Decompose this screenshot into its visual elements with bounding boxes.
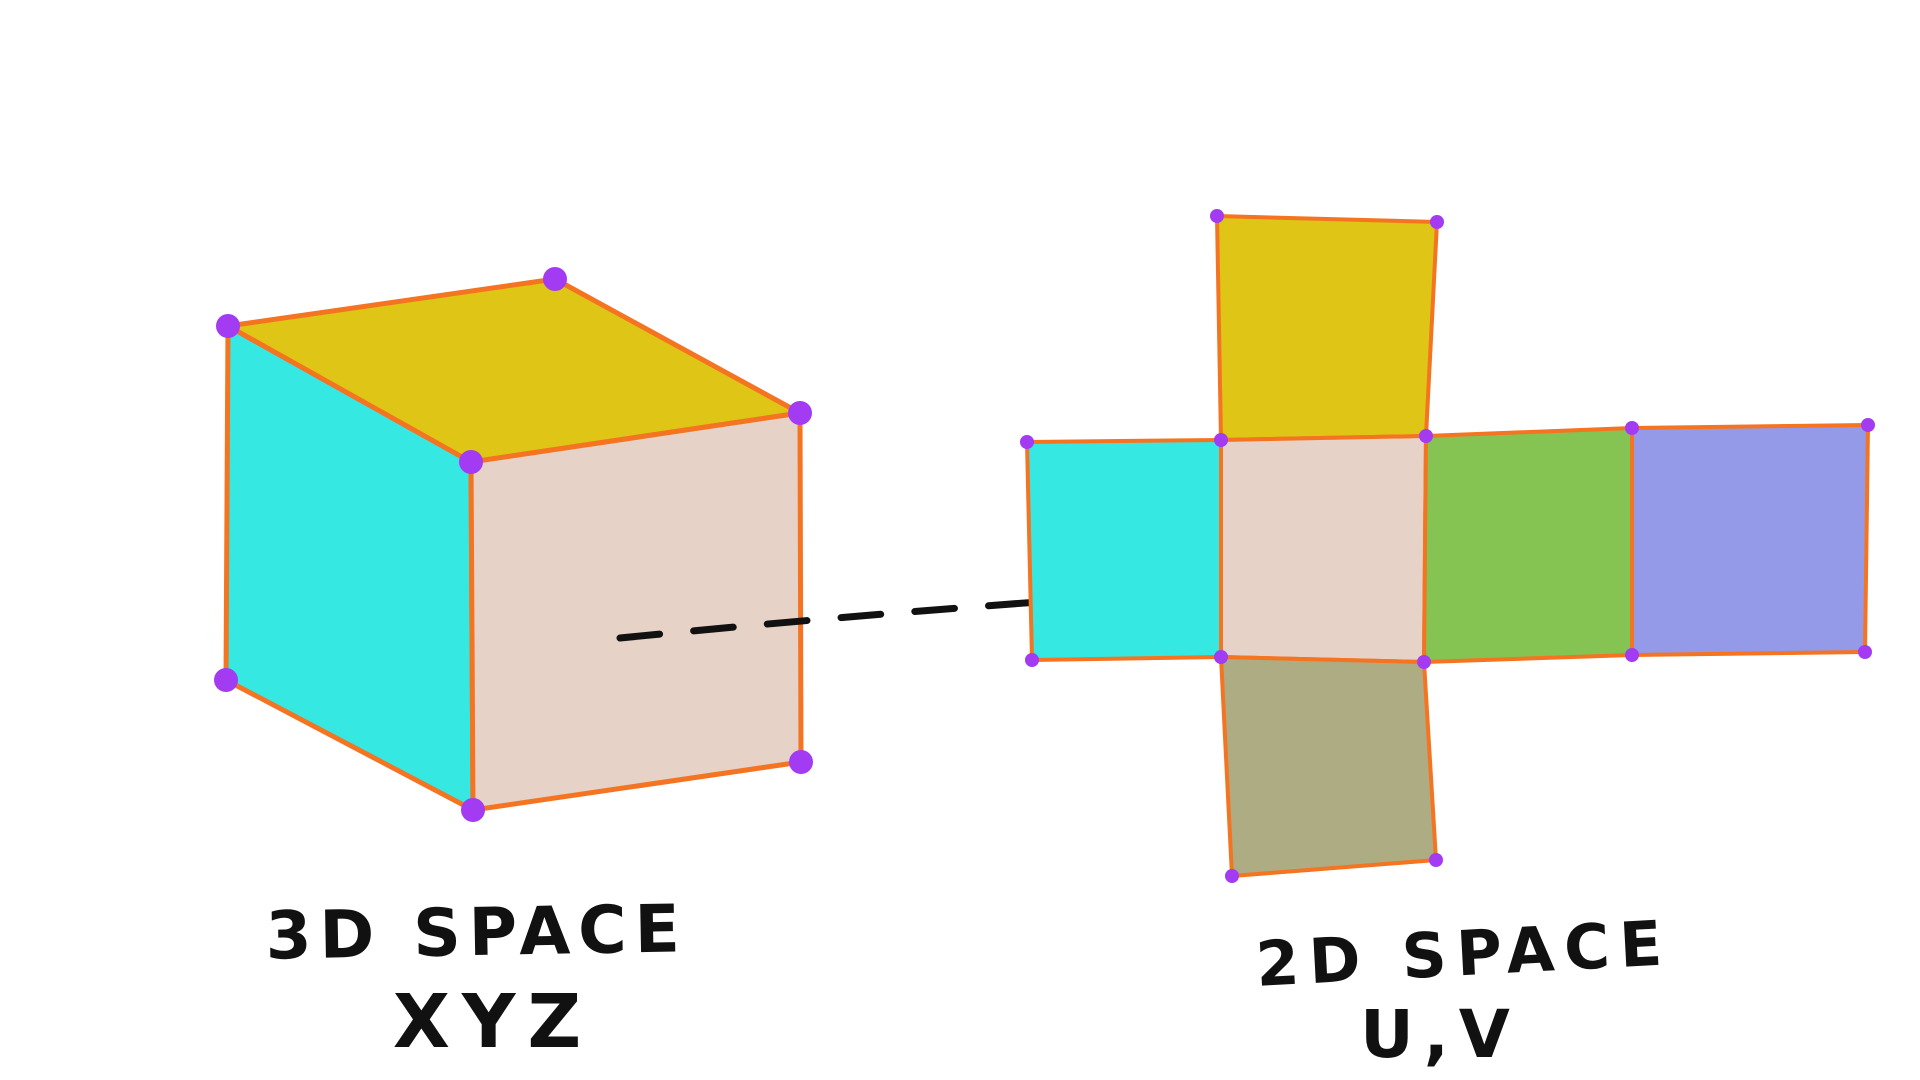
uv-vertex [1625,648,1639,662]
label-2d-space-axes: U,V [1360,996,1520,1073]
uv-top-face [1215,214,1439,442]
label-3d-space-axes: XYZ [393,979,593,1065]
label-2d-space-title: 2D SPACE [1254,906,1674,1001]
cube-vertex [788,401,812,425]
cube-front-face [468,410,804,813]
uv-vertex [1210,209,1224,223]
uv-vertex [1025,653,1039,667]
uv-vertex [1430,215,1444,229]
uv-vertex [1419,429,1433,443]
uv-right-face [1422,426,1634,664]
uv-vertex [1429,853,1443,867]
uv-vertex [1020,435,1034,449]
uv-vertex [1625,421,1639,435]
uv-front-face [1219,434,1428,664]
uv-vertex [1225,869,1239,883]
cube-vertex [459,450,483,474]
label-2d-space: 2D SPACE U,V [1254,906,1674,1073]
uv-vertex [1214,433,1228,447]
uv-vertex [1861,418,1875,432]
cube-vertex [216,314,240,338]
uv-back-face [1630,423,1870,657]
uv-vertex [1417,655,1431,669]
uv-vertex [1214,650,1228,664]
uv-left-face [1025,438,1223,662]
cube-vertex [214,668,238,692]
label-3d-space: 3D SPACE XYZ [265,890,688,1065]
uv-vertices [1020,209,1875,883]
uv-bottom-face [1219,655,1438,878]
uv-vertex [1858,645,1872,659]
cube-3d [214,267,813,822]
cube-vertex [789,750,813,774]
cube-vertex [543,267,567,291]
uv-net-2d [1020,209,1875,883]
label-3d-space-title: 3D SPACE [265,890,688,974]
cube-vertices [214,267,813,822]
cube-vertex [461,798,485,822]
